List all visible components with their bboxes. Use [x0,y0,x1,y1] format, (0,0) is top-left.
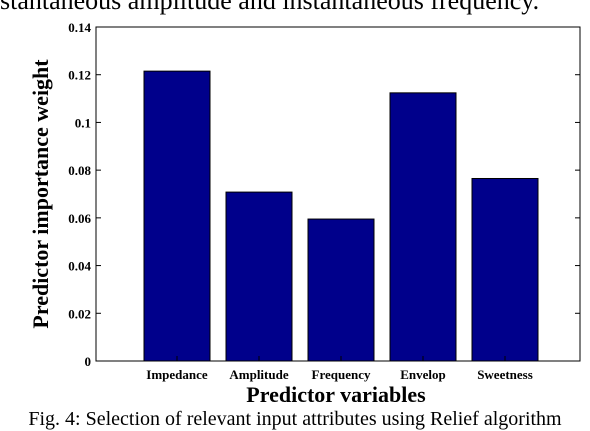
bottom-caption-text: Fig. 4: Selection of relevant input attr… [28,408,562,430]
top-caption-text: stantaneous amplitude and instantaneous … [0,0,540,15]
y-tick-label: 0.14 [68,20,91,35]
y-tick-label: 0.06 [68,211,91,226]
x-tick-label: Amplitude [229,367,288,382]
bar-impedance [143,70,211,362]
y-tick-label: 0.12 [68,68,91,83]
y-tick-label: 0.08 [68,163,91,178]
x-axis-label: Predictor variables [246,382,426,407]
bar-frequency [307,218,375,362]
bar-sweetness [471,177,539,362]
y-tick-label: 0 [85,354,92,369]
x-tick-label: Sweetness [477,367,533,382]
y-tick-label: 0.1 [75,115,91,130]
plot-frame [95,26,581,362]
x-tick-label: Impedance [146,367,208,382]
x-tick-label: Frequency [312,367,371,382]
bar-amplitude [225,191,293,362]
y-tick-label: 0.04 [68,259,91,274]
x-tick-label: Envelop [400,367,446,382]
y-axis-label: Predictor importance weight [28,59,53,329]
y-tick-label: 0.02 [68,306,91,321]
bar-envelop [389,92,457,362]
